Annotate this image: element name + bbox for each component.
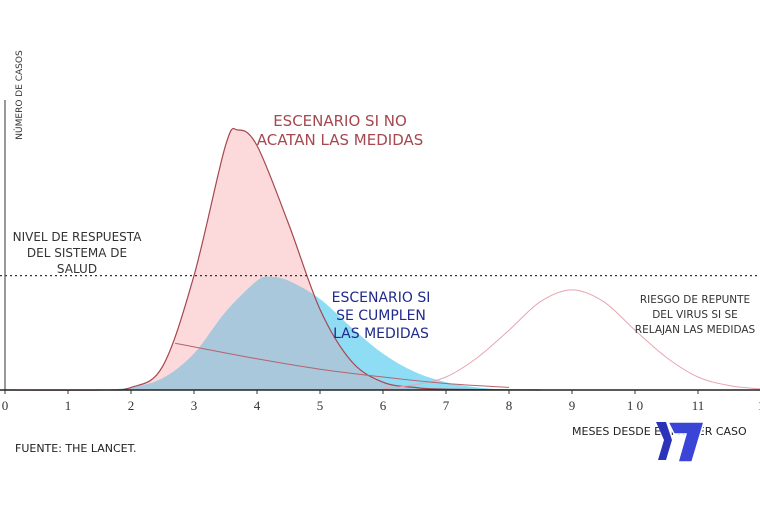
x-tick-label: 5 (317, 398, 324, 413)
x-tick-label: 0 (2, 398, 9, 413)
no-measures-label: ESCENARIO SI NO ACATAN LAS MEDIDAS (230, 112, 450, 150)
x-tick-label: 6 (380, 398, 387, 413)
x-axis-label: MESES DESDE EL PRIMER CASO (572, 425, 747, 438)
threshold-label-line: NIVEL DE RESPUESTA (12, 230, 142, 244)
threshold-label: NIVEL DE RESPUESTA DEL SISTEMA DE SALUD (0, 229, 154, 277)
x-tick-label: 7 (443, 398, 450, 413)
x-tick-label: 11 (692, 398, 705, 413)
y-axis-label: NÚMERO DE CASOS (15, 50, 25, 140)
x-tick-label: 3 (191, 398, 198, 413)
rebound-label-line: RELAJAN LAS MEDIDAS (634, 324, 756, 336)
rebound-label-line: RIESGO DE REPUNTE (639, 294, 751, 306)
x-tick-label: 2 (128, 398, 135, 413)
no-measures-label-line: ACATAN LAS MEDIDAS (256, 131, 424, 149)
rebound-label-line: DEL VIRUS SI SE (652, 309, 738, 321)
x-tick-label: 4 (254, 398, 261, 413)
x-tick-label: 1 (758, 398, 760, 413)
threshold-label-line: SALUD (56, 262, 98, 276)
threshold-label-line: DEL SISTEMA DE (26, 246, 128, 260)
measures-label: ESCENARIO SI SE CUMPLEN LAS MEDIDAS (311, 289, 451, 343)
channel-logo (656, 421, 706, 463)
measures-label-line: ESCENARIO SI (331, 290, 431, 306)
source-note: FUENTE: THE LANCET. (15, 442, 137, 455)
no-measures-area (5, 128, 541, 391)
rebound-label: RIESGO DE REPUNTE DEL VIRUS SI SE RELAJA… (625, 293, 760, 338)
x-tick-label: 8 (506, 398, 513, 413)
measures-label-line: LAS MEDIDAS (333, 326, 429, 342)
rebound-curve (382, 289, 760, 390)
decline-line (175, 342, 510, 388)
measures-label-line: SE CUMPLEN (336, 308, 426, 324)
x-tick-label: 1 0 (627, 398, 643, 413)
x-tick-label: 1 (65, 398, 72, 413)
no-measures-label-line: ESCENARIO SI NO (273, 112, 407, 130)
x-tick-label: 9 (569, 398, 576, 413)
overlap-area (99, 276, 509, 390)
